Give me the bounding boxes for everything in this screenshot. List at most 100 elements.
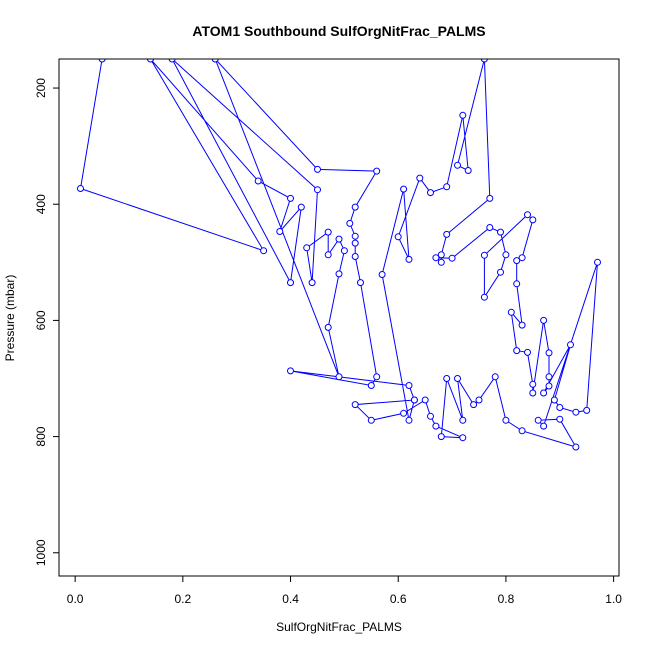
y-axis-label: Pressure (mbar) (3, 275, 17, 362)
data-point (276, 228, 284, 235)
data-point (594, 258, 601, 266)
data-point (432, 254, 440, 262)
data-point (357, 279, 364, 287)
data-point (351, 239, 359, 247)
data-point (497, 268, 504, 276)
data-point (287, 367, 294, 375)
y-tick-label: 800 (34, 426, 48, 446)
data-point (77, 185, 84, 192)
data-point (405, 416, 413, 424)
data-point (545, 349, 553, 357)
data-point (427, 189, 434, 197)
data-point (254, 177, 262, 185)
data-point (502, 416, 510, 424)
y-tick-label: 200 (34, 78, 48, 98)
data-point (507, 308, 515, 316)
data-point (287, 279, 294, 287)
data-point (540, 389, 548, 397)
data-point (475, 396, 483, 404)
data-point (529, 389, 537, 397)
x-tick-label: 1.0 (605, 592, 622, 606)
data-point (416, 174, 424, 182)
data-point (497, 228, 504, 236)
data-point (448, 254, 456, 262)
data-point (351, 401, 359, 409)
y-tick-label: 400 (34, 194, 48, 214)
data-point (486, 194, 494, 202)
data-point (287, 194, 294, 202)
x-tick-label: 0.6 (390, 592, 407, 606)
data-point (437, 433, 445, 441)
data-point (211, 59, 219, 63)
data-point (529, 380, 537, 388)
data-point (351, 253, 359, 260)
series-layer (77, 59, 601, 451)
data-point (480, 59, 488, 63)
data-point (529, 216, 537, 224)
data-point (314, 165, 321, 173)
data-point (491, 373, 499, 381)
data-point (147, 59, 154, 63)
data-point (427, 412, 434, 420)
data-point (556, 415, 564, 423)
data-point (464, 167, 472, 174)
data-point (373, 373, 381, 381)
data-point (432, 422, 440, 430)
data-point (324, 323, 332, 331)
data-point (513, 257, 521, 265)
data-point (297, 203, 305, 211)
data-point (373, 167, 381, 175)
data-point (480, 293, 488, 301)
data-point (405, 255, 413, 263)
x-axis: 0.0 0.2 0.4 0.6 0.8 1.0 (67, 575, 622, 606)
data-point (335, 270, 343, 278)
y-tick-label: 600 (34, 310, 48, 330)
data-point (524, 348, 531, 356)
data-point (303, 244, 311, 252)
data-point (572, 443, 580, 451)
x-tick-label: 0.4 (282, 592, 299, 606)
data-point (534, 416, 542, 424)
data-point (567, 341, 574, 349)
data-point (443, 375, 451, 382)
data-point (518, 321, 526, 329)
data-point (502, 251, 510, 259)
data-point (421, 396, 429, 404)
data-point (513, 280, 521, 288)
data-point (410, 396, 418, 404)
data-point (437, 258, 445, 266)
data-point (340, 247, 348, 255)
data-point (540, 422, 548, 430)
data-point (324, 251, 332, 259)
data-point (583, 406, 591, 414)
data-point (480, 251, 488, 259)
y-tick-label: 1000 (34, 539, 48, 566)
x-axis-label: SulfOrgNitFrac_PALMS (276, 620, 402, 634)
data-point (98, 59, 106, 63)
chart-title: ATOM1 Southbound SulfOrgNitFrac_PALMS (192, 23, 485, 39)
data-point (437, 251, 445, 259)
data-point (308, 279, 316, 287)
data-point (260, 247, 268, 255)
data-point (405, 382, 413, 389)
data-point (470, 401, 478, 409)
data-point (459, 416, 467, 424)
data-point (540, 316, 548, 324)
data-point (346, 219, 354, 227)
data-point (400, 409, 408, 417)
data-point (545, 373, 553, 381)
y-axis: 200 400 600 800 1000 (34, 78, 60, 566)
data-point (351, 232, 359, 240)
data-point (394, 233, 402, 241)
data-point (378, 271, 386, 278)
data-point (168, 59, 176, 63)
data-point (367, 382, 375, 389)
data-point (459, 111, 467, 119)
data-point (351, 203, 359, 211)
data-point (545, 382, 553, 390)
data-point (454, 161, 461, 169)
data-point (400, 185, 408, 193)
data-point (524, 211, 531, 219)
data-point (454, 375, 461, 382)
data-point (459, 434, 467, 442)
